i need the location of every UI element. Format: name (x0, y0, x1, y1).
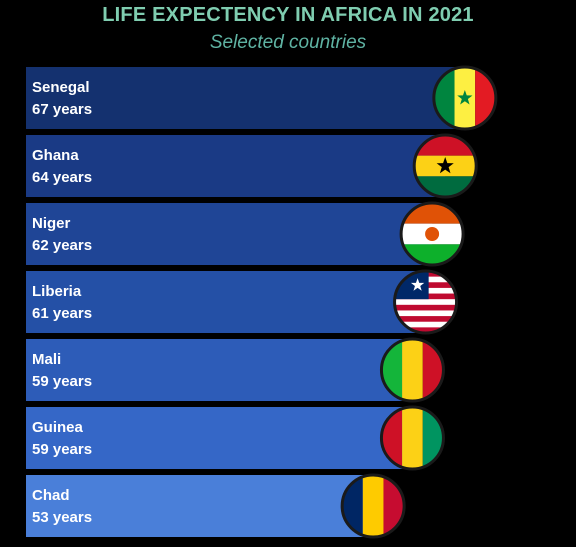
flag-border (340, 473, 406, 539)
chart-subtitle: Selected countries (209, 32, 367, 53)
bar-value-label: 67 years (32, 101, 92, 118)
bar-category-label: Guinea (32, 419, 84, 436)
bar-ghana (26, 135, 446, 197)
flag-border (379, 405, 445, 471)
flag-border (379, 337, 445, 403)
bar-category-label: Liberia (32, 283, 82, 300)
bar-senegal (26, 67, 465, 129)
bar-category-label: Senegal (32, 79, 90, 96)
bar-chad (26, 475, 374, 537)
flag-star-icon (410, 278, 425, 291)
bar-mali (26, 339, 413, 401)
chart-title: LIFE EXPECTENCY IN AFRICA IN 2021 (102, 4, 474, 26)
flag-star-icon (436, 157, 454, 174)
bar-value-label: 53 years (32, 509, 92, 526)
bar-value-label: 59 years (32, 373, 92, 390)
bar-category-label: Chad (32, 487, 70, 504)
bar-category-label: Mali (32, 351, 61, 368)
bar-category-label: Niger (32, 215, 71, 232)
bar-liberia (26, 271, 426, 333)
flag-border (393, 269, 459, 335)
bar-category-label: Ghana (32, 147, 79, 164)
bar-niger (26, 203, 433, 265)
bar-value-label: 62 years (32, 237, 92, 254)
bar-value-label: 59 years (32, 441, 92, 458)
bar-value-label: 61 years (32, 305, 92, 322)
bar-value-label: 64 years (32, 169, 92, 186)
flag-star-icon (457, 90, 473, 105)
flag-border (412, 133, 478, 199)
flag-border (399, 201, 465, 267)
bar-guinea (26, 407, 413, 469)
flag-border (432, 65, 498, 131)
